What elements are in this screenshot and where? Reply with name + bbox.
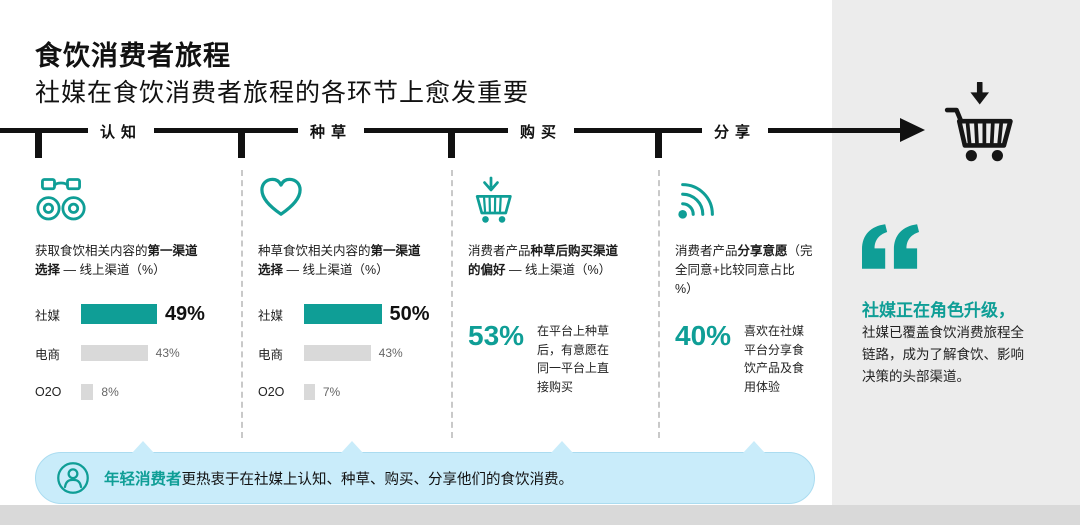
- timeline-tick: [35, 130, 42, 158]
- banner-highlight: 年轻消费者: [104, 471, 182, 488]
- quote-icon: [862, 224, 920, 274]
- bar-category-label: 电商: [258, 347, 284, 362]
- column-purchase: 消费者产品种草后购买渠道的偏好 — 线上渠道（%） 53% 在平台上种草后，有意…: [468, 176, 648, 394]
- cart-icon: [936, 80, 1016, 171]
- binoculars-icon: [35, 176, 230, 234]
- timeline-tick: [448, 130, 455, 158]
- bar-row: 电商 43%: [35, 341, 205, 365]
- bar-category-label: 社媒: [258, 308, 284, 323]
- stat-value: 40%: [675, 320, 732, 351]
- footer-strip: [0, 505, 1080, 525]
- stage-label-share: 分享: [702, 119, 769, 144]
- bar-row: 社媒 49%: [35, 302, 205, 326]
- timeline-tick: [238, 130, 245, 158]
- bar-row: O2O 8%: [35, 380, 205, 404]
- banner-text: 年轻消费者更热衷于在社媒上认知、种草、购买、分享他们的食饮消费。: [104, 471, 574, 488]
- stage-label-seeding: 种草: [298, 119, 365, 144]
- bar-value: 43%: [155, 346, 180, 360]
- column-description: 种草食饮相关内容的第一渠道选择 — 线上渠道（%）: [258, 244, 421, 277]
- page-subtitle: 社媒在食饮消费者旅程的各环节上愈发重要: [35, 78, 530, 107]
- bar-ecommerce: [81, 345, 148, 361]
- person-icon: [56, 461, 90, 495]
- purchase-stat: 53% 在平台上种草后，有意愿在同一平台上直接购买: [468, 322, 617, 396]
- insight-panel: 社媒正在角色升级， 社媒已覆盖食饮消费旅程全链路，成为了解食饮、影响决策的头部渠…: [832, 0, 1080, 505]
- banner-notch: [132, 441, 154, 453]
- bar-social: [304, 304, 382, 324]
- column-seeding: 种草食饮相关内容的第一渠道选择 — 线上渠道（%） 社媒 50% 电商 43% …: [258, 176, 438, 400]
- banner-notch: [743, 441, 765, 453]
- bar-row: 社媒 50%: [258, 302, 430, 326]
- insight-body: 社媒已覆盖食饮消费旅程全链路，成为了解食饮、影响决策的头部渠道。: [862, 325, 1024, 384]
- column-description: 获取食饮相关内容的第一渠道选择 — 线上渠道（%）: [35, 244, 198, 277]
- bar-social: [81, 304, 157, 324]
- column-divider: [658, 170, 660, 438]
- bar-o2o: [304, 384, 315, 400]
- bar-value: 7%: [322, 385, 341, 399]
- bar-row: 电商 43%: [258, 341, 430, 365]
- bar-ecommerce: [304, 345, 371, 361]
- bar-value: 8%: [101, 385, 119, 399]
- bar-category-label: 电商: [35, 347, 61, 362]
- bar-row: O2O 7%: [258, 380, 430, 404]
- young-consumer-banner: 年轻消费者更热衷于在社媒上认知、种草、购买、分享他们的食饮消费。: [35, 441, 815, 504]
- stat-note: 喜欢在社媒平台分享食饮产品及食用体验: [744, 324, 805, 394]
- bar-value: 49%: [164, 302, 205, 325]
- column-divider: [241, 170, 243, 438]
- stat-note: 在平台上种草后，有意愿在同一平台上直接购买: [537, 324, 610, 394]
- broadcast-icon: [675, 176, 825, 234]
- stage-label-awareness: 认知: [88, 119, 155, 144]
- stat-value: 53%: [468, 320, 525, 351]
- share-stat: 40% 喜欢在社媒平台分享食饮产品及食用体验: [675, 322, 812, 396]
- seeding-bar-chart: 社媒 50% 电商 43% O2O 7%: [258, 302, 430, 419]
- bar-o2o: [81, 384, 94, 400]
- bar-category-label: O2O: [35, 385, 62, 399]
- cart-download-icon: [468, 176, 648, 234]
- heart-icon: [258, 176, 438, 234]
- bar-value: 43%: [378, 346, 403, 360]
- timeline-arrowhead-icon: [900, 118, 925, 142]
- column-awareness: 获取食饮相关内容的第一渠道选择 — 线上渠道（%） 社媒 49% 电商 43% …: [35, 176, 230, 400]
- banner-notch: [551, 441, 573, 453]
- page-title: 食饮消费者旅程: [35, 41, 231, 72]
- awareness-bar-chart: 社媒 49% 电商 43% O2O 8%: [35, 302, 205, 419]
- column-description: 消费者产品分享意愿（完全同意+比较同意占比 %）: [675, 244, 813, 296]
- banner-notch: [341, 441, 363, 453]
- bar-category-label: O2O: [258, 385, 285, 399]
- bar-value: 50%: [389, 302, 430, 325]
- column-divider: [451, 170, 453, 438]
- bar-category-label: 社媒: [35, 308, 61, 323]
- timeline-tick: [655, 130, 662, 158]
- column-share: 消费者产品分享意愿（完全同意+比较同意占比 %） 40% 喜欢在社媒平台分享食饮…: [675, 176, 825, 394]
- insight-headline: 社媒正在角色升级，: [862, 301, 1015, 320]
- stage-label-purchase: 购买: [508, 119, 575, 144]
- column-description: 消费者产品种草后购买渠道的偏好 — 线上渠道（%）: [468, 244, 619, 277]
